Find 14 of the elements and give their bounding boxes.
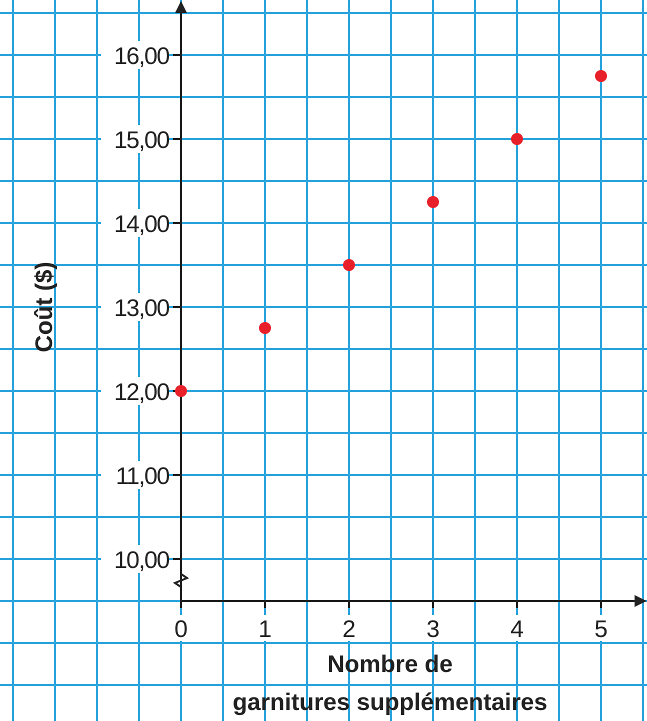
y-axis-title: Coût ($) — [31, 262, 58, 352]
y-tick-label: 12,00 — [114, 379, 170, 406]
y-tick-label: 16,00 — [114, 43, 170, 70]
y-tick-label: 10,00 — [114, 547, 170, 574]
y-tick-label: 14,00 — [114, 211, 170, 238]
x-tick-label: 3 — [426, 616, 440, 643]
x-tick-label: 2 — [342, 616, 356, 643]
y-tick-label: 13,00 — [114, 295, 170, 322]
x-tick-label: 0 — [174, 616, 188, 643]
y-tick-label: 15,00 — [114, 127, 170, 154]
x-tick-label: 1 — [258, 616, 272, 643]
y-tick-label: 11,00 — [116, 463, 170, 490]
x-tick-label: 4 — [510, 616, 524, 643]
x-tick-label: 5 — [594, 616, 608, 643]
